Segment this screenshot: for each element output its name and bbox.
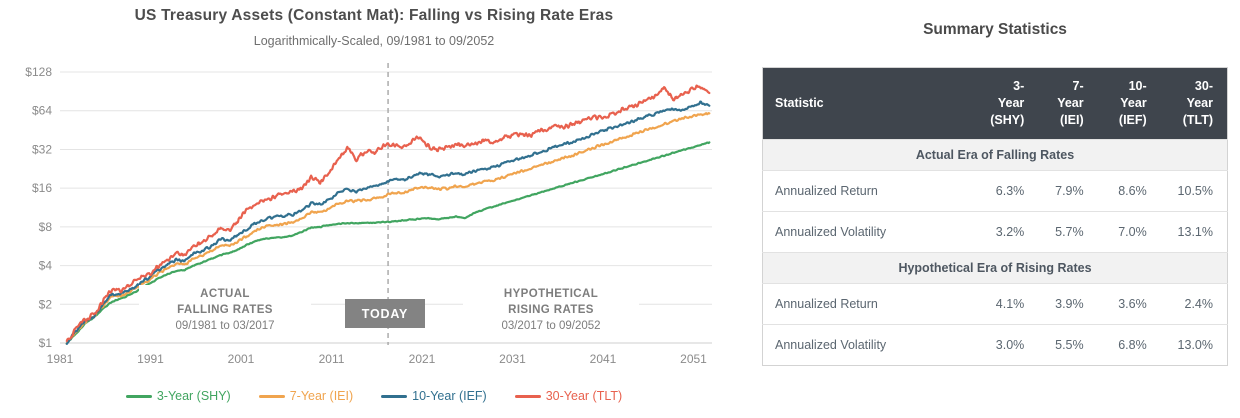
table-header-cell: 7-Year (IEI): [1038, 67, 1098, 140]
stat-row: Annualized Return 6.3% 7.9% 8.6% 10.5%: [762, 170, 1228, 212]
rising-rates-annotation: HYPOTHETICAL RISING RATES 03/2017 to 09/…: [463, 285, 639, 335]
x-tick-label: 1981: [47, 352, 74, 366]
legend-swatch-30-year-tlt: [514, 394, 541, 398]
section-header-cell: Hypothetical Era of Rising Rates: [762, 252, 1228, 284]
table-header-cell: 10-Year (IEF): [1097, 67, 1161, 140]
x-tick-label: 2011: [319, 352, 345, 366]
y-tick-label: $16: [32, 181, 52, 195]
x-tick-label: 2021: [409, 352, 436, 366]
stat-row: Annualized Return 4.1% 3.9% 3.6% 2.4%: [762, 283, 1228, 325]
stat-value-cell: 13.0%: [1160, 324, 1228, 366]
legend-item-10-year-ief[interactable]: 10-Year (IEF): [381, 389, 487, 403]
chart-panel: US Treasury Assets (Constant Mat): Falli…: [0, 7, 748, 407]
summary-statistics-table: Statistic 3-Year (SHY) 7-Year (IEI) 10-Year (I…: [762, 67, 1228, 366]
stat-value-cell: 4.1%: [976, 283, 1039, 325]
legend-label: 30-Year (TLT): [545, 389, 623, 403]
stat-value-cell: 8.6%: [1097, 170, 1161, 212]
legend-swatch-7-year-iei: [258, 394, 285, 398]
legend-item-30-year-tlt[interactable]: 30-Year (TLT): [514, 389, 623, 403]
section-header-row: Hypothetical Era of Rising Rates: [762, 252, 1228, 284]
table-header-cell: 3-Year (SHY): [976, 67, 1039, 140]
x-tick-label: 2031: [499, 352, 526, 366]
stat-value-cell: 5.7%: [1038, 211, 1098, 253]
chart-legend: 3-Year (SHY) 7-Year (IEI) 10-Year (IEF) 30-…: [0, 385, 748, 407]
stat-value-cell: 7.0%: [1097, 211, 1161, 253]
y-tick-label: $64: [32, 104, 52, 118]
stat-value-cell: 10.5%: [1160, 170, 1228, 212]
legend-label: 10-Year (IEF): [412, 389, 487, 403]
annotation-line: 09/1981 to 03/2017: [175, 320, 275, 332]
y-tick-label: $32: [32, 142, 52, 156]
stat-value-cell: 3.2%: [976, 211, 1039, 253]
stat-row: Annualized Volatility 3.2% 5.7% 7.0% 13.1%: [762, 211, 1228, 253]
x-tick-label: 1991: [137, 352, 164, 366]
stat-value-cell: 5.5%: [1038, 324, 1098, 366]
stat-label-cell: Annualized Volatility: [762, 211, 977, 253]
stat-value-cell: 6.3%: [976, 170, 1039, 212]
section-header-cell: Actual Era of Falling Rates: [762, 139, 1228, 171]
series-line-3-year-shy: [65, 141, 711, 345]
legend-label: 3-Year (SHY): [156, 389, 231, 403]
table-header-row: Statistic 3-Year (SHY) 7-Year (IEI) 10-Year (I…: [762, 67, 1228, 140]
annotation-line: FALLING RATES: [177, 304, 273, 316]
chart-title: US Treasury Assets (Constant Mat): Falli…: [134, 7, 614, 24]
legend-swatch-3-year-shy: [125, 394, 152, 398]
legend-swatch-10-year-ief: [381, 394, 408, 398]
annotation-line: HYPOTHETICAL: [503, 288, 599, 300]
section-header-row: Actual Era of Falling Rates: [762, 139, 1228, 171]
falling-rates-annotation: ACTUAL FALLING RATES 09/1981 to 03/2017: [139, 285, 311, 335]
y-tick-label: $8: [39, 220, 53, 234]
annotation-line: 03/2017 to 09/2052: [501, 320, 601, 332]
table-header-cell: Statistic: [762, 67, 977, 140]
series-line-7-year-iei: [65, 111, 711, 345]
y-tick-label: $128: [25, 65, 52, 79]
x-tick-label: 2041: [590, 352, 617, 366]
legend-label: 7-Year (IEI): [289, 389, 354, 403]
stat-value-cell: 7.9%: [1038, 170, 1098, 212]
table-title: Summary Statistics: [923, 21, 1067, 38]
y-tick-label: $2: [39, 297, 53, 311]
y-tick-label: $1: [39, 336, 53, 350]
stat-label-cell: Annualized Return: [762, 170, 977, 212]
stat-value-cell: 6.8%: [1097, 324, 1161, 366]
legend-item-3-year-shy[interactable]: 3-Year (SHY): [125, 389, 231, 403]
annotation-line: ACTUAL: [200, 288, 250, 300]
today-marker-box: TODAY: [345, 299, 425, 328]
series-line-30-year-tlt: [65, 84, 711, 343]
stat-value-cell: 3.6%: [1097, 283, 1161, 325]
legend-item-7-year-iei[interactable]: 7-Year (IEI): [258, 389, 354, 403]
chart-subtitle: Logarithmically-Scaled, 09/1981 to 09/20…: [253, 34, 495, 48]
summary-statistics-panel: Summary Statistics Statistic 3-Year (SHY) 7…: [762, 0, 1228, 418]
stat-value-cell: 13.1%: [1160, 211, 1228, 253]
stat-value-cell: 3.0%: [976, 324, 1039, 366]
stat-label-cell: Annualized Return: [762, 283, 977, 325]
stat-value-cell: 3.9%: [1038, 283, 1098, 325]
x-tick-label: 2051: [680, 352, 707, 366]
stat-row: Annualized Volatility 3.0% 5.5% 6.8% 13.0%: [762, 324, 1228, 366]
table-header-cell: 30-Year (TLT): [1160, 67, 1228, 140]
y-tick-label: $4: [39, 259, 53, 273]
x-tick-label: 2001: [228, 352, 255, 366]
stat-label-cell: Annualized Volatility: [762, 324, 977, 366]
annotation-line: RISING RATES: [508, 304, 594, 316]
stat-value-cell: 2.4%: [1160, 283, 1228, 325]
series-line-10-year-ief: [65, 100, 711, 345]
treasury-growth-chart: $1 $2 $4 $8 $16 $32 $64 $128 1981 1991 2001 2011 202…: [25, 63, 712, 366]
